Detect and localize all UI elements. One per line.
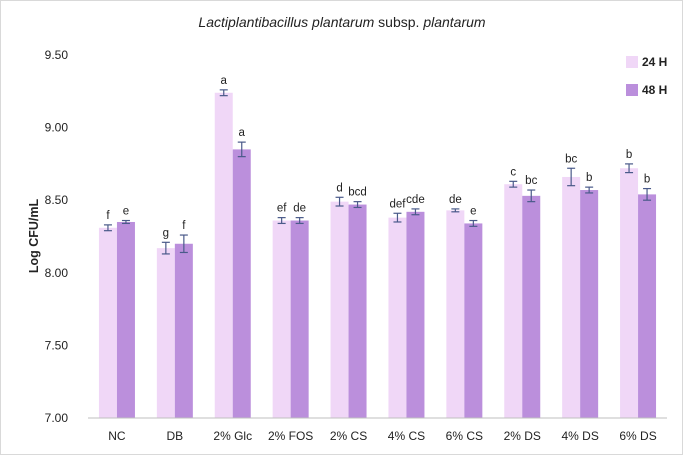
x-tick-label: 2% DS	[504, 429, 541, 443]
error-bar	[527, 189, 536, 203]
significance-letter: g	[163, 227, 169, 239]
bar-48h	[580, 190, 599, 418]
significance-letter: c	[510, 166, 516, 178]
error-bar	[509, 180, 518, 188]
error-bar	[219, 89, 228, 97]
error-bars	[103, 89, 652, 255]
bar-24h	[620, 168, 639, 418]
y-axis-label: Log CFU/mL	[27, 198, 41, 273]
y-tick-label: 9.00	[45, 121, 69, 135]
error-bar	[643, 187, 652, 201]
x-tick-label: 6% CS	[446, 429, 483, 443]
significance-letter: bc	[565, 153, 577, 165]
bar-48h	[406, 211, 425, 418]
significance-letter: bc	[525, 175, 537, 187]
bar-24h	[98, 227, 117, 418]
significance-letter: a	[239, 127, 246, 139]
x-tick-label: 2% FOS	[268, 429, 313, 443]
significance-letter: d	[336, 182, 342, 194]
y-tick-label: 7.50	[45, 338, 69, 352]
y-axis-ticks: 7.00 7.50 8.00 8.50 9.00 9.50	[45, 48, 69, 425]
significance-letter: b	[586, 172, 592, 184]
bar-48h	[290, 220, 309, 418]
error-bar	[567, 167, 576, 187]
error-bar	[277, 217, 286, 225]
x-tick-label: 2% CS	[330, 429, 367, 443]
significance-letter: e	[470, 206, 476, 218]
error-bar	[161, 241, 170, 255]
bar-48h	[174, 243, 193, 418]
significance-letter: b	[626, 149, 632, 161]
x-tick-label: 4% DS	[561, 429, 598, 443]
legend-label-48h: 48 H	[642, 83, 667, 97]
significance-letter: bcd	[348, 187, 367, 199]
bar-48h	[464, 223, 483, 418]
bar-24h	[388, 217, 407, 418]
bar-48h	[638, 194, 657, 418]
title-italic-part-1: Lactiplantibacillus plantarum	[198, 14, 374, 30]
significance-letter: def	[389, 198, 406, 210]
significance-letter: de	[449, 194, 462, 206]
significance-letter: cde	[406, 194, 425, 206]
chart-title: Lactiplantibacillus plantarum subsp. pla…	[198, 14, 485, 30]
y-tick-label: 9.50	[45, 48, 69, 62]
title-plain-part: subsp.	[374, 14, 423, 30]
x-tick-label: 6% DS	[619, 429, 656, 443]
bar-24h	[504, 184, 523, 418]
error-bar	[585, 186, 594, 194]
significance-letter: b	[644, 174, 650, 186]
legend-label-24h: 24 H	[642, 55, 667, 69]
bar-24h	[272, 220, 291, 418]
bar-48h	[116, 221, 135, 418]
error-bar	[295, 217, 304, 225]
significance-letter: de	[293, 203, 306, 215]
x-tick-label: DB	[167, 429, 184, 443]
error-bar	[469, 219, 478, 227]
bar-24h	[214, 92, 233, 418]
x-tick-label: 4% CS	[388, 429, 425, 443]
significance-letter: f	[182, 220, 186, 232]
bar-24h	[330, 201, 349, 418]
error-bar	[103, 224, 112, 232]
error-bar	[353, 201, 362, 209]
x-tick-label: NC	[108, 429, 126, 443]
significance-letter: a	[221, 75, 228, 87]
error-bar	[237, 141, 246, 158]
title-italic-part-2: plantarum	[422, 14, 486, 30]
legend-swatch-48h	[626, 84, 638, 96]
error-bar	[335, 196, 344, 207]
legend: 24 H 48 H	[626, 55, 667, 97]
significance-letter: ef	[277, 203, 287, 215]
x-axis-ticks: NC DB 2% Glc 2% FOS 2% CS 4% CS 6% CS 2% DS 4% D…	[108, 429, 656, 443]
significance-letter: f	[106, 210, 110, 222]
y-tick-label: 7.00	[45, 411, 69, 425]
error-bar	[451, 208, 460, 213]
significance-letter: e	[123, 206, 129, 218]
error-bar	[625, 163, 634, 174]
y-tick-label: 8.00	[45, 266, 69, 280]
error-bar	[411, 208, 420, 216]
y-tick-label: 8.50	[45, 193, 69, 207]
error-bar	[393, 212, 402, 223]
bar-24h	[562, 176, 581, 418]
bar-24h	[446, 210, 465, 418]
legend-swatch-24h	[626, 56, 638, 68]
bars	[98, 92, 657, 418]
bar-48h	[232, 149, 251, 418]
error-bar	[179, 234, 188, 254]
x-tick-label: 2% Glc	[213, 429, 252, 443]
bar-48h	[348, 204, 367, 418]
bar-48h	[522, 195, 541, 418]
bar-24h	[156, 248, 175, 418]
error-bar	[121, 219, 130, 225]
